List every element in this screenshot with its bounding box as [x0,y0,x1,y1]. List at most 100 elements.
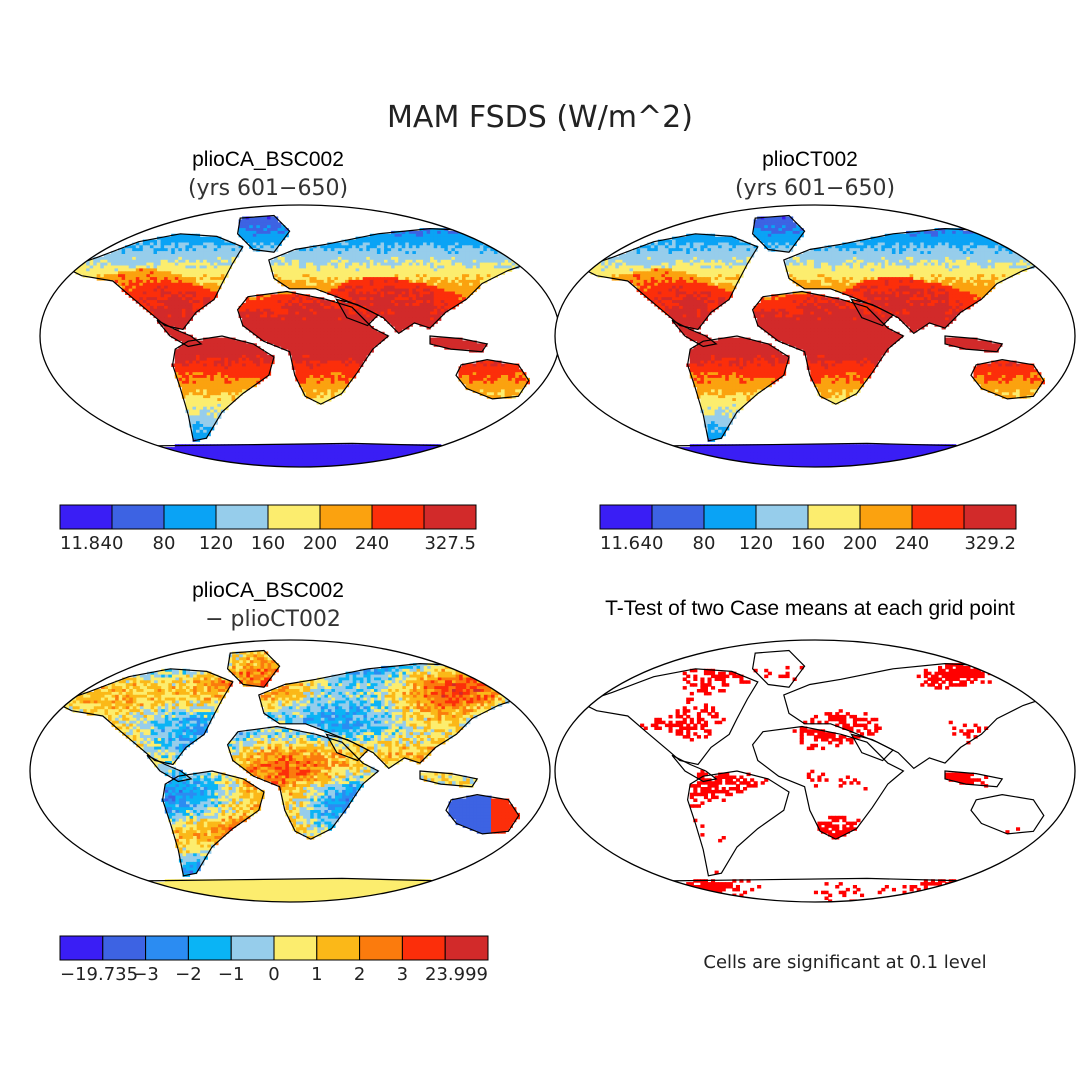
map-cell [242,372,247,376]
map-cell [270,308,275,313]
map-cell [313,369,318,373]
map-cell [334,242,339,246]
map-cell [245,233,250,238]
map-cell [206,242,211,246]
map-cell [256,450,261,454]
map-cell [270,225,275,229]
map-cell [192,406,197,411]
map-cell [252,297,257,301]
map-cell [334,375,339,379]
map-cell [302,248,307,252]
map-cell [100,262,105,267]
map-cell [323,340,328,344]
map-cell [206,447,211,451]
map-cell [249,375,254,379]
map-cell [497,262,502,267]
map-cell [228,363,233,367]
map-cell [479,452,484,457]
map-cell [458,288,463,293]
map-cell [447,337,452,342]
map-cell [135,447,140,451]
map-cell [529,248,534,252]
map-cell [132,251,137,255]
map-cell [274,337,279,342]
map-cell [203,421,208,425]
map-cell [476,447,481,451]
map-cell [316,392,321,396]
map-cell [291,277,296,281]
map-cell [188,274,193,278]
map-cell [373,265,378,269]
map-cell [373,245,378,249]
map-cell [188,375,193,379]
map-cell [252,320,257,324]
map-cell [440,242,445,246]
map-cell [454,248,459,252]
map-cell [171,291,176,295]
map-cell [213,239,218,244]
map-cell [316,354,321,359]
map-cell [249,317,254,321]
map-cell [259,245,264,249]
map-cell [298,254,303,258]
map-cell [369,455,374,460]
map-cell [447,343,452,347]
map-cell [110,268,115,272]
map-cell [181,380,186,385]
map-cell [472,279,477,284]
map-cell [355,323,360,327]
map-cell [277,455,282,460]
map-cell [157,300,162,304]
map-cell [415,447,420,451]
map-cell [174,320,179,324]
map-cell [196,360,201,365]
map-cell [398,444,403,448]
map-cell [458,300,463,304]
map-cell [160,271,165,275]
map-cell [238,444,243,448]
map-cell [401,236,406,241]
map-cell [75,458,80,463]
map-cell [366,291,371,295]
map-cell [284,291,289,295]
map-cell [476,380,481,385]
map-cell [462,277,467,281]
map-cell [306,334,311,339]
map-cell [291,285,296,290]
map-cell [447,268,452,272]
map-cell [153,291,158,295]
map-cell [345,369,350,373]
map-cell [348,242,353,246]
map-cell [242,236,247,241]
map-cell [465,455,470,460]
map-cell [228,245,233,249]
map-cell [199,343,204,347]
map-cell [256,236,261,241]
map-cell [284,303,289,307]
map-cell [118,256,123,261]
map-cell [323,447,328,451]
map-cell [203,259,208,264]
map-cell [493,259,498,264]
map-cell [433,285,438,290]
map-cell [362,236,367,241]
map-cell [178,317,183,321]
map-cell [259,323,264,327]
map-cell [412,248,417,252]
map-cell [483,256,488,261]
map-cell [330,331,335,336]
map-cell [256,326,261,330]
map-cell [203,300,208,304]
map-cell [224,372,229,376]
map-cell [430,274,435,278]
map-cell [323,398,328,402]
map-cell [430,242,435,246]
map-cell [192,435,197,440]
map-cell [355,248,360,252]
map-cell [309,389,314,393]
map-cell [415,308,420,313]
map-cell [337,288,342,293]
map-cell [337,317,342,321]
map-cell [107,254,112,258]
map-cell [284,340,289,344]
